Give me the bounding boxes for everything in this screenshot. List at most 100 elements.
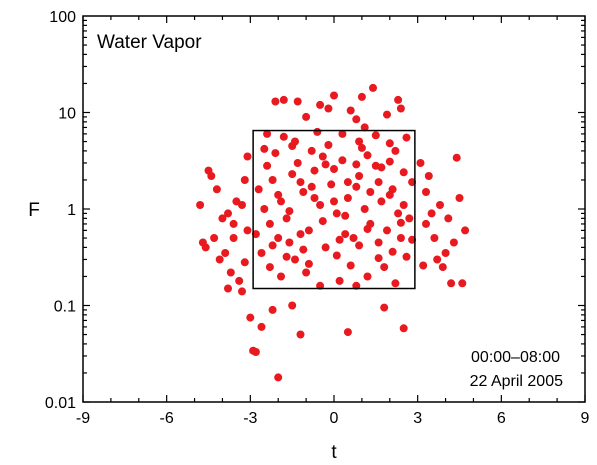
data-point <box>341 230 350 239</box>
data-point <box>330 165 338 173</box>
data-point <box>396 234 405 242</box>
data-point <box>279 132 288 141</box>
data-point <box>238 287 246 296</box>
data-point <box>304 226 313 235</box>
chart-title: Water Vapor <box>97 32 202 53</box>
data-point <box>330 197 338 206</box>
x-tick-label: 0 <box>330 410 339 427</box>
data-point <box>240 258 249 267</box>
data-point <box>299 245 308 254</box>
data-point <box>452 153 461 162</box>
data-point <box>260 205 269 213</box>
data-point <box>363 272 372 281</box>
y-tick-label: 0.01 <box>45 395 76 412</box>
data-point <box>343 328 352 337</box>
data-point <box>360 123 369 132</box>
x-tick-label: 3 <box>413 410 422 427</box>
data-point <box>212 185 221 194</box>
data-point <box>427 209 436 218</box>
data-point <box>224 284 232 293</box>
data-point <box>226 268 235 277</box>
data-point <box>419 261 428 270</box>
highlight-box <box>252 129 416 290</box>
data-point <box>383 110 391 119</box>
data-point <box>360 205 369 213</box>
data-point <box>422 188 430 196</box>
data-point <box>343 178 352 187</box>
data-point <box>318 152 327 161</box>
data-point <box>321 243 330 252</box>
data-point <box>408 178 417 187</box>
data-point <box>363 225 372 233</box>
data-point <box>310 166 319 175</box>
data-point <box>357 143 366 152</box>
data-point <box>257 249 266 257</box>
data-point <box>441 249 450 257</box>
data-point <box>240 176 249 184</box>
data-point <box>302 112 311 121</box>
data-point <box>282 252 291 261</box>
data-point <box>402 133 411 142</box>
data-point <box>374 254 383 263</box>
data-point <box>349 234 358 242</box>
data-point <box>402 252 411 261</box>
data-point <box>246 313 255 322</box>
data-point <box>388 247 397 256</box>
plot-frame <box>82 15 586 403</box>
data-point <box>355 241 364 250</box>
data-point <box>394 209 403 218</box>
data-point <box>377 197 386 206</box>
data-point <box>288 170 297 179</box>
data-point <box>335 276 344 285</box>
data-point <box>338 156 347 165</box>
data-point <box>293 159 302 167</box>
data-point <box>374 178 383 187</box>
data-point <box>282 214 291 223</box>
data-point <box>243 152 252 161</box>
data-point <box>318 217 327 226</box>
data-point <box>302 268 311 277</box>
data-point <box>332 209 341 218</box>
data-point <box>274 190 283 199</box>
data-point <box>196 201 205 209</box>
data-point <box>201 243 210 252</box>
data-point <box>324 104 333 113</box>
data-point <box>438 263 447 272</box>
data-point <box>285 238 294 247</box>
data-point <box>330 91 338 100</box>
data-point <box>210 234 219 242</box>
data-point <box>310 194 319 202</box>
data-point <box>385 157 394 166</box>
annotation-time-range: 00:00–08:00 <box>471 349 560 366</box>
data-point <box>285 207 294 216</box>
data-point <box>352 115 361 124</box>
data-point <box>268 241 277 250</box>
data-point <box>399 168 408 177</box>
data-point <box>238 201 246 209</box>
data-point <box>224 209 232 218</box>
data-point <box>229 234 238 242</box>
data-point <box>296 230 305 239</box>
data-point <box>369 83 377 92</box>
data-point <box>377 163 386 172</box>
data-point <box>313 127 322 136</box>
data-point <box>265 263 274 272</box>
data-point <box>279 95 288 104</box>
data-point <box>299 188 308 196</box>
data-point <box>271 149 280 158</box>
x-tick-label: 6 <box>497 410 506 427</box>
data-point <box>251 230 260 239</box>
data-point <box>424 172 433 180</box>
data-point <box>346 106 355 115</box>
data-point <box>321 160 330 169</box>
data-point <box>277 272 285 281</box>
data-point <box>447 279 456 288</box>
annotation-date: 22 April 2005 <box>470 373 564 390</box>
data-point <box>461 226 470 235</box>
data-point <box>399 324 408 333</box>
data-point <box>335 235 344 244</box>
data-point <box>260 144 269 153</box>
x-tick-label: -6 <box>160 410 174 427</box>
data-point <box>422 219 430 228</box>
data-point <box>430 234 439 242</box>
